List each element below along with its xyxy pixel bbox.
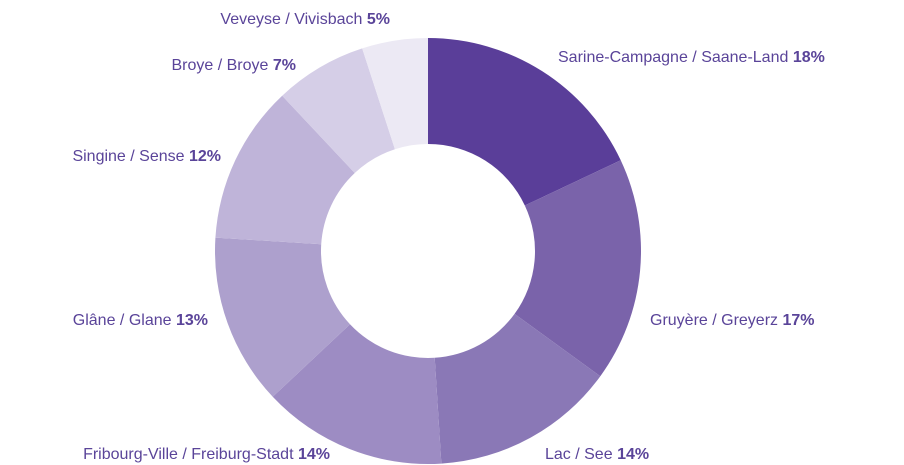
slice [434,313,601,464]
value-label: 17% [782,312,814,329]
value-label: 18% [793,49,825,66]
slice-label: Glâne / Glane 13% [73,312,208,329]
value-label: 13% [176,312,208,329]
category-name: Glâne / Glane [73,312,172,329]
slice [214,237,351,397]
value-label: 12% [189,148,221,165]
value-label: 14% [617,446,649,463]
category-name: Broye / Broye [171,57,268,74]
value-label: 5% [367,11,390,28]
value-label: 14% [298,446,330,463]
slice-label: Veveyse / Vivisbach 5% [220,11,390,28]
slice [362,38,428,150]
value-label: 7% [273,57,296,74]
slice [514,160,641,377]
category-name: Gruyère / Greyerz [650,312,778,329]
category-name: Lac / See [545,446,613,463]
category-name: Fribourg-Ville / Freiburg-Stadt [83,446,294,463]
slice-label: Fribourg-Ville / Freiburg-Stadt 14% [83,446,330,463]
slice-label: Lac / See 14% [545,446,649,463]
category-name: Sarine-Campagne / Saane-Land [558,49,788,66]
slice-label: Sarine-Campagne / Saane-Land 18% [558,49,825,66]
category-name: Singine / Sense [72,148,184,165]
slice-label: Gruyère / Greyerz 17% [650,312,815,329]
slice-label: Singine / Sense 12% [72,148,221,165]
category-name: Veveyse / Vivisbach [220,11,362,28]
slice [272,324,442,464]
slice [215,95,355,245]
slice [282,48,395,174]
slice [428,38,621,206]
slice-label: Broye / Broye 7% [171,57,296,74]
